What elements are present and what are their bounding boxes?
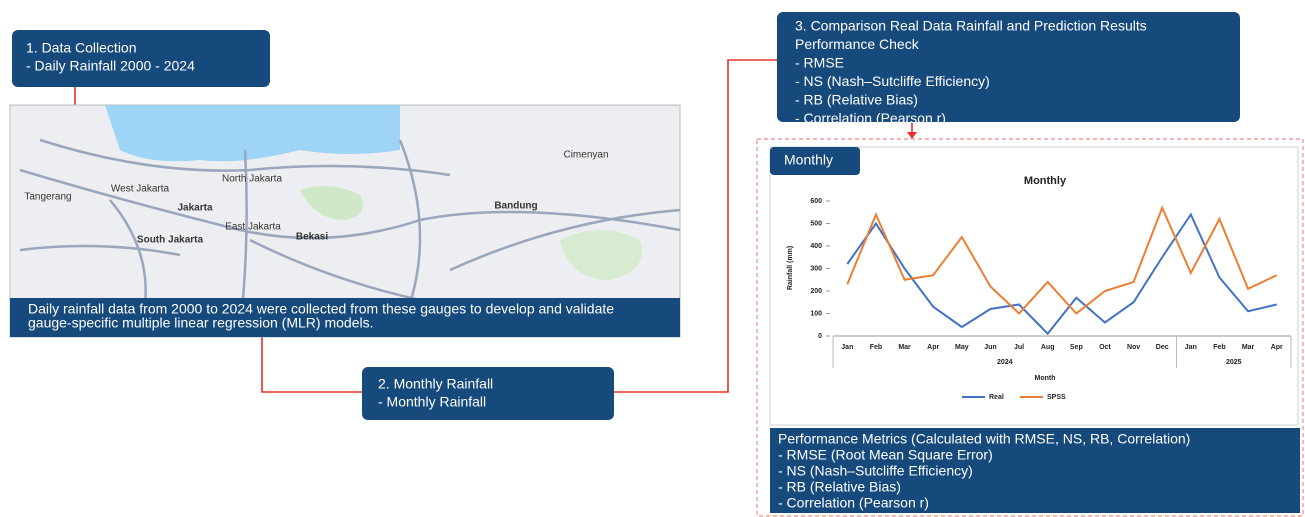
- box-text: Daily rainfall data from 2000 to 2024 we…: [28, 301, 614, 317]
- legend-label: Real: [989, 394, 1004, 401]
- box-text: - Correlation (Pearson r): [778, 495, 929, 511]
- caption-band: [10, 298, 680, 337]
- box-text: 2. Monthly Rainfall: [378, 376, 493, 392]
- connector: [614, 59, 777, 393]
- x-tick-label: May: [955, 344, 969, 351]
- arrow-head: [907, 132, 917, 139]
- group-label: 2025: [1226, 359, 1242, 366]
- x-tick-label: Feb: [1213, 344, 1225, 351]
- connectors: [74, 59, 913, 393]
- chart-title: Monthly: [1024, 175, 1067, 187]
- x-tick-label: Jan: [841, 344, 853, 351]
- y-tick-label: 400: [810, 243, 822, 250]
- x-tick-label: Sep: [1070, 344, 1083, 351]
- legend-label: SPSS: [1047, 394, 1066, 401]
- dashed-frame: [756, 138, 1304, 517]
- x-tick-label: Jun: [984, 344, 996, 351]
- y-tick-label: 500: [810, 220, 822, 227]
- box-text: 1. Data Collection: [26, 40, 137, 56]
- x-tick-label: Aug: [1041, 344, 1055, 351]
- x-tick-label: Jan: [1185, 344, 1197, 351]
- box3: [777, 12, 1240, 122]
- x-tick-label: Feb: [870, 344, 882, 351]
- panel-tab-text: Monthly: [784, 152, 833, 168]
- map-label: Bekasi: [296, 232, 328, 243]
- x-tick-label: Apr: [1271, 344, 1283, 351]
- map-label: South Jakarta: [137, 235, 204, 246]
- box-text: - Correlation (Pearson r): [795, 110, 946, 126]
- metrics-box: [770, 428, 1300, 513]
- panel-tab: [770, 147, 860, 175]
- x-tick-label: Mar: [1242, 344, 1255, 351]
- map-label: Cimenyan: [563, 150, 608, 161]
- box-text: Performance Check: [795, 36, 920, 52]
- box2: [362, 367, 614, 420]
- box-text: 3. Comparison Real Data Rainfall and Pre…: [795, 18, 1147, 34]
- map-label: East Jakarta: [225, 222, 281, 233]
- y-tick-label: 300: [810, 265, 822, 272]
- park: [300, 186, 363, 220]
- box-text: - RMSE (Root Mean Square Error): [778, 447, 993, 463]
- x-tick-label: Dec: [1156, 344, 1169, 351]
- box-text: - NS (Nash–Sutcliffe Efficiency): [795, 73, 990, 89]
- map-label: North Jakarta: [222, 174, 282, 185]
- y-tick-label: 200: [810, 288, 822, 295]
- box-text: - NS (Nash–Sutcliffe Efficiency): [778, 463, 973, 479]
- box1: [12, 30, 270, 87]
- x-tick-label: Mar: [898, 344, 911, 351]
- y-tick-label: 0: [818, 333, 822, 340]
- x-tick-label: Nov: [1127, 344, 1140, 351]
- x-tick-label: Apr: [927, 344, 939, 351]
- y-tick-label: 100: [810, 310, 822, 317]
- box-text: Performance Metrics (Calculated with RMS…: [778, 431, 1190, 447]
- box-text: - Monthly Rainfall: [378, 394, 486, 410]
- series-line: [846, 205, 1278, 315]
- map-label: Tangerang: [24, 192, 71, 203]
- box-text: gauge-specific multiple linear regressio…: [28, 315, 373, 331]
- y-axis-title: Rainfall (mm): [787, 246, 794, 290]
- y-tick-label: 600: [810, 198, 822, 205]
- map: Jakarta Bandung South Jakarta Bekasi Tangera…: [9, 104, 681, 338]
- connector: [261, 337, 362, 393]
- box-text: - Daily Rainfall 2000 - 2024: [26, 58, 195, 74]
- x-axis-title: Month: [1035, 375, 1056, 382]
- park: [560, 230, 642, 280]
- box-text: - RMSE: [795, 55, 844, 71]
- map-label: West Jakarta: [111, 184, 170, 195]
- x-tick-label: Jul: [1014, 344, 1024, 351]
- box-text: - RB (Relative Bias): [778, 479, 901, 495]
- map-label: Jakarta: [177, 203, 212, 214]
- sea: [105, 105, 400, 162]
- group-label: 2024: [997, 359, 1013, 366]
- x-tick-label: Oct: [1099, 344, 1111, 351]
- map-label: Bandung: [494, 201, 537, 212]
- chart-panel: [769, 146, 1299, 426]
- box-text: - RB (Relative Bias): [795, 92, 918, 108]
